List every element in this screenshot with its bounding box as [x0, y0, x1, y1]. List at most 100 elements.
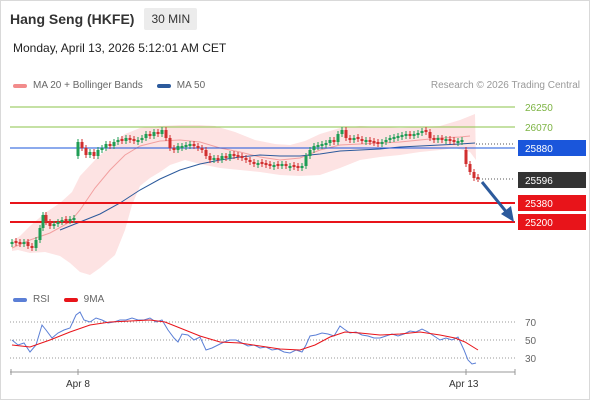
candle-body	[308, 150, 312, 156]
candle-body	[216, 158, 220, 160]
candle-body	[284, 164, 288, 166]
candle-body	[460, 140, 464, 142]
candle-body	[428, 132, 432, 138]
candle-body	[228, 154, 232, 158]
candlesticks	[10, 127, 480, 251]
rsi-30-label: 30	[525, 354, 537, 365]
candle-body	[192, 144, 196, 146]
candle-body	[424, 130, 428, 132]
candle-body	[204, 150, 208, 156]
candle-body	[156, 132, 160, 134]
forecast-arrow-head	[501, 206, 514, 222]
ma20-line	[11, 135, 471, 249]
candle-body	[44, 215, 48, 222]
candle-body	[34, 240, 38, 248]
candle-body	[104, 144, 108, 148]
candle-body	[41, 215, 45, 228]
candle-body	[360, 139, 364, 141]
ma9-swatch	[63, 297, 78, 302]
research-credit: Research © 2026 Trading Central	[430, 80, 580, 91]
candle-body	[280, 164, 284, 166]
candle-body	[80, 142, 84, 148]
candle-body	[200, 148, 204, 150]
candle-body	[76, 142, 80, 156]
candle-body	[38, 228, 42, 240]
candle-body	[22, 242, 26, 244]
candle-body	[252, 162, 256, 164]
candle-body	[328, 140, 332, 143]
candle-body	[160, 130, 164, 134]
candle-body	[264, 163, 268, 165]
interval-badge[interactable]: 30 MIN	[144, 8, 198, 30]
candle-body	[256, 163, 260, 165]
candle-body	[344, 130, 348, 138]
candle-body	[144, 134, 148, 138]
candle-body	[84, 148, 88, 155]
candle-body	[92, 152, 96, 156]
candle-body	[108, 144, 112, 146]
candle-body	[168, 138, 172, 148]
candle-body	[324, 143, 328, 145]
candle-body	[392, 137, 396, 139]
instrument-title: Hang Seng (HKFE)	[10, 11, 135, 27]
level-25880-label: 25880	[525, 144, 553, 155]
candle-body	[336, 134, 340, 142]
level-25596-label: 25596	[525, 176, 553, 187]
candle-body	[452, 140, 456, 142]
level-25200-label: 25200	[525, 218, 553, 229]
candle-body	[420, 131, 424, 133]
candle-body	[26, 242, 30, 246]
ma50-line	[59, 142, 476, 231]
candle-body	[140, 138, 144, 140]
candle-body	[368, 140, 372, 142]
candle-body	[60, 220, 64, 222]
candle-body	[408, 134, 412, 136]
x-label-apr13: Apr 13	[449, 379, 479, 390]
candle-body	[260, 162, 264, 164]
candle-body	[316, 145, 320, 147]
candle-body	[476, 177, 480, 179]
candle-body	[180, 146, 184, 148]
pivot-badge	[518, 140, 586, 156]
candle-body	[188, 144, 192, 146]
forecast-arrow	[480, 181, 510, 215]
candle-body	[376, 142, 380, 144]
candle-body	[396, 136, 400, 138]
candle-body	[172, 148, 176, 150]
candle-body	[88, 152, 92, 155]
candle-body	[444, 139, 448, 141]
candle-body	[232, 154, 236, 156]
candle-body	[128, 138, 132, 140]
candle-body	[68, 219, 72, 221]
candle-body	[64, 219, 68, 221]
rsi-label: RSI	[33, 294, 50, 305]
candle-body	[412, 134, 416, 136]
candle-body	[472, 172, 476, 178]
candle-body	[176, 146, 180, 150]
candle-body	[300, 166, 304, 168]
rsi-swatch	[13, 297, 27, 302]
candle-body	[288, 166, 292, 168]
candle-body	[112, 142, 116, 146]
rsi-line	[11, 311, 477, 365]
main-legend: MA 20 + Bollinger Bands MA 50	[13, 80, 205, 91]
candle-body	[296, 166, 300, 168]
candle-body	[312, 146, 316, 150]
candle-body	[372, 141, 376, 143]
candle-body	[30, 246, 34, 248]
rsi-50-label: 50	[525, 336, 537, 347]
candle-body	[212, 158, 216, 160]
level-26250-label: 26250	[525, 103, 553, 114]
candle-body	[348, 138, 352, 140]
candle-body	[416, 133, 420, 135]
candle-body	[268, 164, 272, 166]
ma50-label: MA 50	[176, 80, 206, 91]
candle-body	[276, 164, 280, 166]
level-26070-label: 26070	[525, 123, 553, 134]
candle-body	[116, 140, 120, 142]
candle-body	[136, 140, 140, 142]
chart-header: Hang Seng (HKFE) 30 MIN	[10, 8, 198, 30]
bollinger-band	[12, 114, 476, 275]
candle-body	[124, 138, 128, 141]
level-25380-label: 25380	[525, 199, 553, 210]
